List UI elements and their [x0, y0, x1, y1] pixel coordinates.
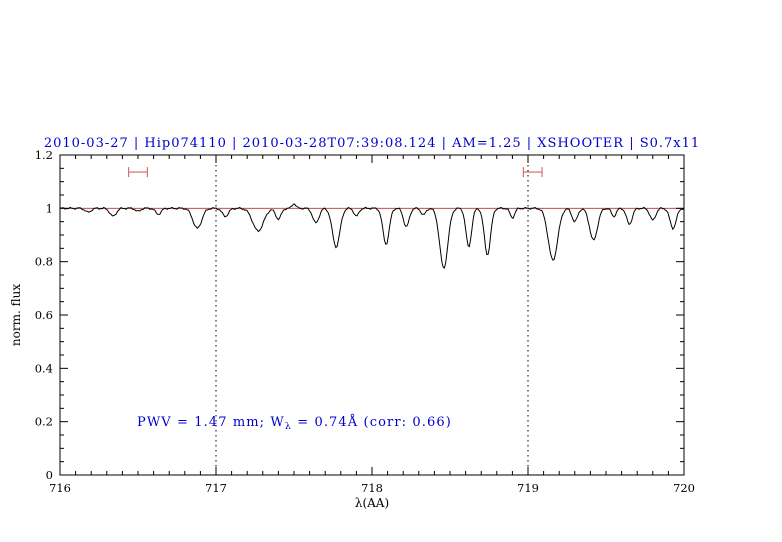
plot-title: 2010-03-27 | Hip074110 | 2010-03-28T07:3…	[44, 136, 700, 151]
dotted-gridlines	[215, 155, 529, 475]
svg-text:0.4: 0.4	[35, 361, 53, 375]
svg-text:0.6: 0.6	[35, 308, 53, 322]
svg-text:0: 0	[46, 468, 53, 482]
svg-text:0.8: 0.8	[35, 255, 53, 269]
svg-text:717: 717	[205, 481, 227, 495]
spectrum-line	[59, 203, 685, 269]
svg-text:1.2: 1.2	[35, 148, 53, 162]
svg-text:720: 720	[673, 481, 695, 495]
annotation-part1: PWV = 1.47 mm; W	[137, 415, 285, 430]
annotation-pwv: PWV = 1.47 mm; Wλ = 0.74Å (corr: 0.66)	[137, 414, 452, 432]
svg-text:0.2: 0.2	[35, 415, 53, 429]
svg-text:1: 1	[46, 201, 53, 215]
band-markers	[128, 167, 543, 178]
svg-text:719: 719	[517, 481, 539, 495]
svg-text:716: 716	[49, 481, 71, 495]
annotation-lambda-subscript: λ	[285, 421, 292, 432]
x-axis-label: λ(AA)	[355, 496, 389, 510]
svg-text:718: 718	[361, 481, 383, 495]
axis-ticks	[59, 154, 685, 476]
axis-tick-labels: 716 717 718 719 720 0 0.2 0.4 0.6 0.8 1 1.2	[35, 148, 695, 495]
y-axis-label: norm. flux	[9, 284, 23, 346]
annotation-part2: = 0.74Å (corr: 0.66)	[292, 414, 452, 430]
